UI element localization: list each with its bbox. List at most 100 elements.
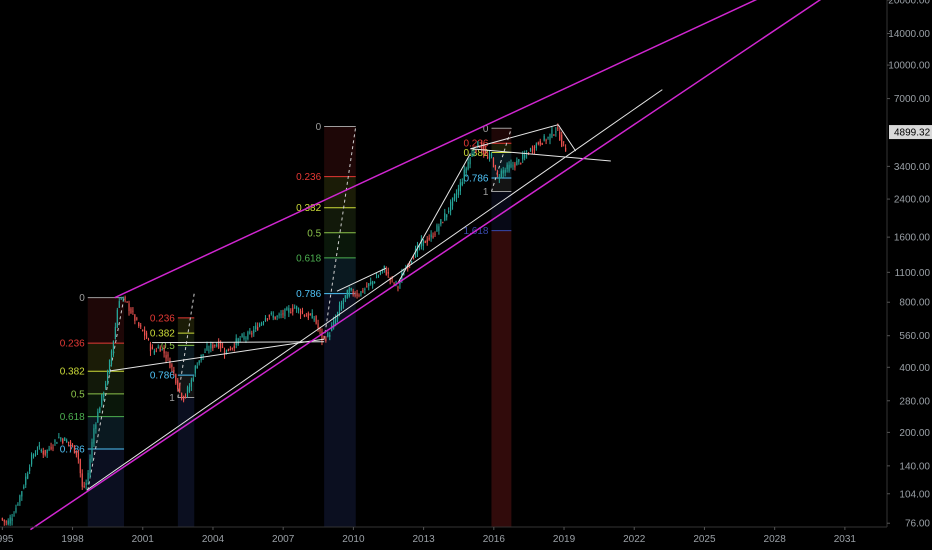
candle-body: [83, 485, 85, 487]
fib-level-label: 0.786: [296, 289, 321, 300]
channel-line-lower[interactable]: [30, 0, 833, 531]
candle-1998.75: [89, 454, 91, 479]
candle-body: [118, 301, 120, 308]
fib-zone: [491, 128, 512, 144]
candle-2011.49: [387, 267, 389, 278]
candle-1996.08: [27, 471, 29, 480]
candle-body: [138, 322, 140, 327]
candle-body: [190, 379, 192, 387]
candle-2000.50: [130, 307, 132, 314]
candle-body: [71, 444, 74, 446]
candle-1999.75: [112, 340, 115, 357]
candle-2001.75: [159, 345, 161, 352]
candle-2012.99: [422, 239, 424, 251]
candle-body: [490, 154, 493, 156]
candle-body: [288, 308, 290, 313]
fib-level-label: 0.236: [60, 339, 85, 350]
candle-body: [397, 286, 399, 288]
trend-line[interactable]: [470, 148, 611, 162]
trend-line[interactable]: [109, 338, 325, 372]
candle-1995.92: [23, 484, 25, 490]
candle-body: [75, 450, 78, 455]
x-tick-label: 1998: [61, 534, 84, 545]
candle-1997.00: [48, 445, 50, 452]
candle-2010.66: [368, 283, 370, 291]
candle-2007.82: [301, 307, 304, 315]
candle-2000.58: [132, 307, 134, 315]
fib-zone: [491, 191, 512, 231]
candle-body: [463, 169, 465, 181]
candle-body: [555, 131, 557, 133]
candle-2002.74: [182, 395, 185, 403]
candle-2006.49: [270, 311, 272, 316]
candle-body: [368, 283, 370, 287]
candle-2007.57: [296, 305, 298, 313]
candle-body: [541, 142, 543, 145]
trend-line[interactable]: [86, 89, 663, 491]
candle-1998.00: [71, 443, 74, 448]
candle-2012.82: [418, 244, 421, 251]
candle-2009.91: [350, 287, 352, 292]
x-tick-label: 2013: [412, 534, 435, 545]
fib-zone: [177, 317, 195, 334]
trend-line[interactable]: [152, 341, 325, 344]
fib-zone: [324, 232, 356, 258]
candle-body: [537, 142, 539, 145]
fib-level-label: 1.618: [463, 226, 488, 237]
candle-2001.91: [163, 344, 165, 358]
fib-level-label: 0.382: [296, 203, 321, 214]
trend-line[interactable]: [397, 153, 471, 284]
candle-body: [428, 237, 430, 240]
candle-2003.66: [204, 348, 206, 353]
candle-1996.17: [29, 464, 31, 475]
channel-line-upper[interactable]: [114, 0, 775, 299]
candle-body: [120, 298, 122, 300]
candle-1999.16: [99, 406, 101, 414]
candle-2018.40: [549, 133, 551, 145]
candle-2015.82: [488, 150, 491, 162]
candle-body: [93, 428, 95, 444]
candle-2002.91: [186, 385, 189, 398]
candle-2015.07: [471, 150, 473, 157]
candle-body: [383, 265, 385, 270]
candle-2008.32: [313, 315, 315, 322]
fib-level-label: 1: [483, 187, 489, 198]
candle-1997.33: [56, 441, 58, 444]
trend-line[interactable]: [336, 267, 387, 292]
candle-body: [99, 408, 101, 413]
candle-body: [124, 297, 126, 299]
candle-body: [375, 277, 378, 279]
candle-body: [315, 315, 317, 324]
x-axis-ticks[interactable]: 1995 1998 2001 2004 2007 2010 2013 2016 2019 2022…: [0, 527, 856, 545]
candle-body: [358, 295, 360, 297]
candle-body: [350, 288, 352, 291]
fib-zone: [87, 416, 125, 450]
trend-line[interactable]: [470, 124, 559, 150]
fib-level-label: 0.382: [463, 148, 488, 159]
candle-body: [465, 168, 467, 174]
fib-level-label: 0: [483, 124, 489, 135]
candle-1996.33: [32, 453, 35, 459]
trend-line[interactable]: [557, 124, 577, 152]
candle-2004.83: [231, 347, 233, 351]
y-axis-ticks[interactable]: 20000.00 14000.00 10000.00 7000.00 3400.00 24…: [887, 0, 930, 530]
candle-2007.66: [297, 307, 300, 314]
candle-body: [294, 307, 296, 309]
candle-2000.41: [128, 300, 130, 316]
candle-body: [46, 449, 48, 454]
candle-2008.07: [307, 311, 309, 321]
candle-2008.66: [321, 328, 323, 346]
candle-body: [360, 291, 362, 296]
candle-2017.57: [529, 147, 532, 152]
candle-2007.16: [286, 306, 288, 311]
fib-zone: [491, 178, 512, 192]
fib-retracement: 0 0.236 0.382 0.5 0.618 0.786: [296, 122, 357, 527]
candle-body: [471, 152, 473, 157]
candle-body: [385, 269, 387, 276]
fib-zone: [324, 126, 356, 177]
candle-2016.65: [508, 161, 510, 173]
candle-2011.07: [377, 274, 380, 278]
candle-body: [297, 308, 300, 311]
candle-body: [450, 201, 452, 212]
